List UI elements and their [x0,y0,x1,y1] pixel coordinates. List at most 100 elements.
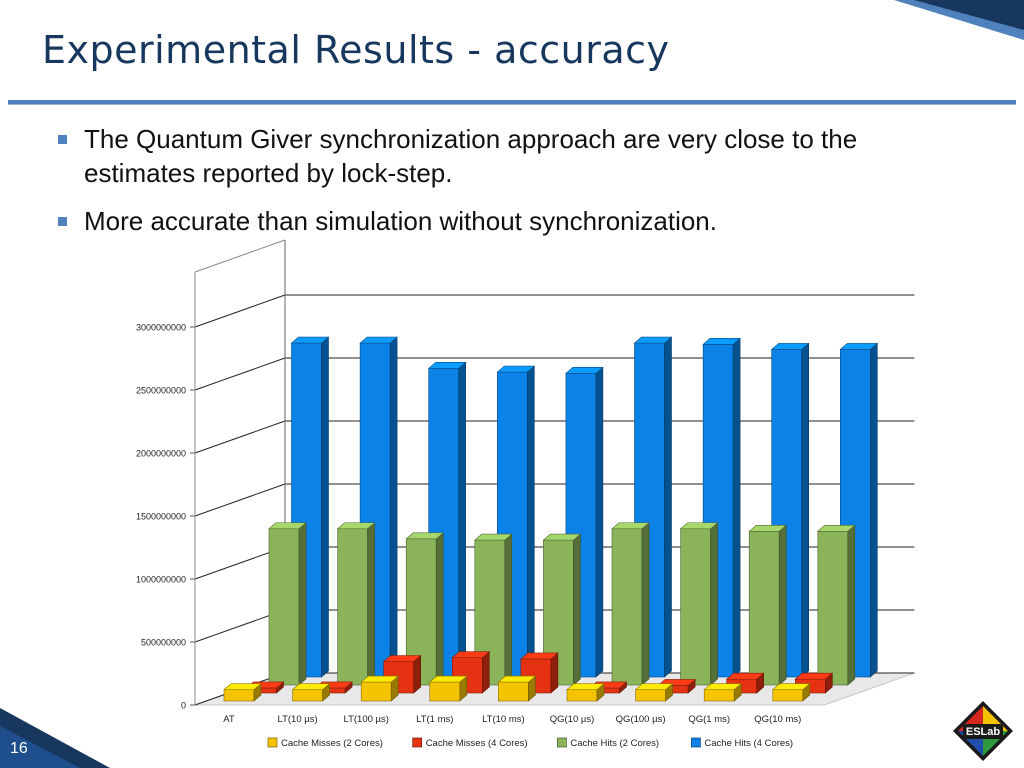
bar-front [268,528,300,686]
legend-swatch [557,737,567,748]
slide-title: Experimental Results - accuracy [42,28,670,72]
gridline-depth [194,357,286,391]
bar-top [336,522,376,530]
bar-top [405,532,445,540]
bar-top [473,533,513,541]
bar-front [223,689,255,702]
bar-top [703,683,743,690]
bar-front [680,528,711,686]
bar-top [291,683,331,690]
x-tick-label: LT(10 µs) [278,714,318,725]
bar-top [839,343,879,350]
y-tick-label: 2500000000 [136,386,186,396]
x-tick-label: QG(10 ms) [754,714,801,725]
bar-side [732,337,741,678]
x-tick-label: QG(100 µs) [616,714,666,725]
bar-side [869,342,878,678]
bar-top [359,336,398,344]
eslab-logo: ESLab [953,701,1013,761]
corner-decoration-bottom [0,708,110,768]
bar-front [498,681,529,702]
gridline-depth [194,294,286,328]
bar-front [635,689,666,702]
bar-side [435,532,444,686]
bar-side [367,522,375,686]
y-tick-label: 0 [181,701,186,711]
bar-front [748,530,780,686]
bar-top [566,683,605,690]
bar-top [290,336,330,344]
bar-top [496,365,536,373]
bar-side [778,524,787,686]
gridline-depth [194,420,286,454]
bar-top [611,522,650,530]
side-wall-top-edge [194,239,286,273]
bar-top [633,336,673,344]
bar-top [565,367,604,374]
bar-top [382,655,422,662]
bar-front [360,681,392,702]
bar-side [550,652,559,694]
bar-top [702,338,741,345]
bar-top [816,524,856,532]
bar-front [611,528,643,686]
gridline-depth [194,483,286,517]
bar-side [641,522,650,686]
y-tick-label: 500000000 [141,638,186,648]
bar-front [292,689,323,702]
bar-side [573,533,581,686]
bar-top [770,343,810,350]
bar-side [389,336,398,678]
bar-side [526,365,535,678]
y-tick-label: 1000000000 [136,575,186,585]
bar-top [748,524,788,532]
legend-entry: Cache Hits (4 Cores) [704,738,793,749]
bar-top [794,672,834,680]
bar-top [360,675,400,683]
bar-top [223,683,262,690]
bullet-text: The Quantum Giver synchronization approa… [84,124,858,188]
bullet-square-icon [58,135,67,144]
legend-entry: Cache Misses (4 Cores) [426,738,528,749]
bar-top [497,675,537,683]
bar-top [427,361,467,369]
bar-front [703,689,735,702]
bar-side [801,342,810,678]
bar-top [542,533,582,541]
bar-side [321,336,329,678]
bar-top [771,683,811,690]
bar-side [298,522,307,686]
bar-front [817,530,849,686]
bar-side [481,651,490,694]
bar-top [451,651,491,659]
page-number: 16 [10,740,28,757]
x-tick-label: AT [223,714,235,725]
bar-front [337,528,368,686]
legend-entry: Cache Misses (2 Cores) [281,738,383,749]
y-tick-label: 2000000000 [136,449,186,459]
bar-side [847,524,856,686]
bar-top [520,652,559,660]
bullet-list: The Quantum Giver synchronization approa… [58,122,958,252]
y-tick-label: 1500000000 [136,512,186,522]
bar-side [458,361,467,678]
bullet-text: More accurate than simulation without sy… [84,206,717,236]
legend-entry: Cache Hits (2 Cores) [570,738,659,749]
bar-top [428,675,468,683]
bar-side [413,654,422,694]
bar-side [504,533,513,686]
bar-front [405,538,437,686]
y-tick-label: 3000000000 [136,323,186,333]
title-underline [8,100,1016,105]
x-tick-label: LT(10 ms) [482,714,525,725]
x-tick-label: QG(1 ms) [688,714,730,725]
bar-side [664,336,672,678]
bar-side [710,522,718,686]
bar-top [268,522,307,530]
x-tick-label: LT(1 ms) [416,714,453,725]
legend-swatch [412,737,423,748]
legend-swatch [267,737,278,748]
bar-front [566,689,598,702]
bar-top [634,683,674,690]
